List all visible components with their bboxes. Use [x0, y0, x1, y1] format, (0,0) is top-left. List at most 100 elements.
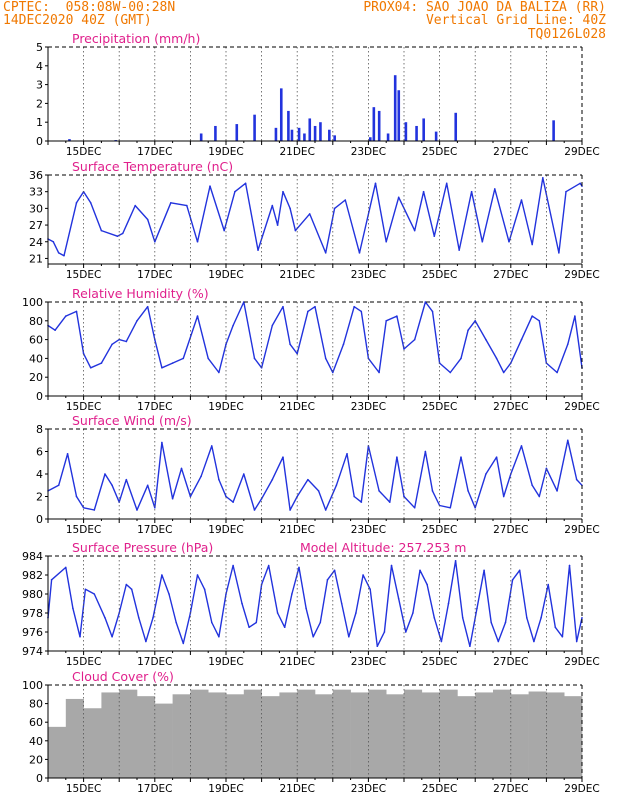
x-tick-label: 17DEC: [137, 401, 172, 413]
precip-bar: [454, 112, 458, 141]
x-tick-label: 25DEC: [422, 783, 457, 795]
data-point: [431, 310, 434, 313]
x-tick-label: 23DEC: [351, 269, 386, 281]
x-tick-label: 29DEC: [564, 524, 599, 536]
data-point: [168, 593, 170, 595]
cloud-bar: [243, 689, 262, 778]
data-point: [476, 607, 478, 610]
x-tick-label: 15DEC: [66, 269, 101, 281]
data-point: [340, 602, 343, 605]
data-point: [57, 252, 60, 254]
panel-title: Surface Wind (m/s): [72, 413, 192, 428]
data-point: [495, 456, 498, 458]
data-point: [333, 207, 336, 210]
data-point: [324, 509, 327, 511]
data-point: [538, 320, 541, 322]
data-point: [369, 588, 371, 591]
data-point: [121, 232, 124, 235]
y-tick-label: 100: [22, 679, 43, 692]
precip-bar: [253, 114, 256, 141]
x-tick-label: 29DEC: [564, 146, 599, 158]
data-point: [520, 445, 523, 447]
cloud-bar: [457, 696, 476, 778]
precip-bar: [68, 139, 71, 141]
cloud-bar: [172, 694, 191, 778]
precip-bar: [313, 125, 317, 141]
data-point: [566, 439, 569, 442]
y-tick-label: 0: [36, 390, 43, 403]
data-point: [360, 501, 363, 503]
data-point: [84, 588, 87, 591]
data-point: [282, 456, 284, 458]
panel-6: [45, 684, 583, 782]
data-point: [271, 204, 274, 207]
data-point: [485, 473, 487, 475]
header-line2-left: 14DEC2020 40Z (GMT): [3, 13, 152, 28]
data-point: [520, 338, 523, 341]
precip-bar: [319, 122, 322, 141]
data-point: [294, 229, 297, 232]
data-point: [111, 343, 113, 346]
y-tick-label: 40: [29, 352, 43, 365]
x-tick-label: 21DEC: [279, 146, 314, 158]
x-tick-label: 17DEC: [137, 146, 172, 158]
y-tick-label: 6: [36, 446, 43, 459]
y-tick-label: 36: [29, 169, 43, 182]
data-point: [154, 240, 156, 243]
data-point: [454, 559, 457, 562]
x-tick-label: 17DEC: [137, 656, 172, 668]
data-point: [210, 621, 213, 624]
data-point: [75, 495, 78, 498]
y-tick-label: 27: [29, 219, 43, 232]
panel-title: Relative Humidity (%): [72, 286, 209, 301]
data-point: [289, 509, 291, 511]
cloud-bar: [208, 692, 227, 778]
y-tick-label: 80: [29, 698, 43, 711]
data-point: [75, 202, 78, 204]
data-point: [333, 569, 336, 572]
cloud-bar: [439, 689, 458, 778]
data-point: [145, 640, 147, 643]
data-point: [196, 315, 199, 317]
y-tick-label: 60: [29, 716, 43, 729]
data-point: [554, 626, 557, 629]
header-line1-right: PROX04: SAO JOAO DA BALIZA (RR): [363, 0, 606, 15]
data-point: [125, 583, 128, 586]
data-point: [248, 626, 250, 629]
data-point: [344, 199, 347, 201]
cloud-bar: [564, 696, 583, 778]
data-point: [575, 640, 578, 643]
x-tick-label: 27DEC: [493, 146, 528, 158]
data-point: [203, 588, 206, 591]
precip-bar: [214, 125, 217, 141]
x-tick-label: 23DEC: [351, 783, 386, 795]
cloud-bar: [332, 689, 351, 778]
y-tick-label: 984: [22, 550, 43, 563]
data-point: [65, 315, 67, 317]
data-point: [324, 252, 327, 254]
data-point: [412, 612, 414, 614]
data-point: [358, 252, 361, 254]
data-point: [100, 229, 103, 232]
y-tick-label: 24: [29, 236, 43, 249]
data-point: [218, 371, 220, 374]
x-tick-label: 27DEC: [493, 269, 528, 281]
header-line1-left: CPTEC: 058:08W-00:28N: [3, 0, 176, 15]
data-point: [171, 497, 174, 500]
data-point: [196, 240, 199, 243]
data-point: [348, 635, 350, 638]
x-tick-label: 29DEC: [564, 783, 599, 795]
data-point: [72, 607, 74, 610]
data-point: [445, 182, 448, 185]
data-point: [497, 640, 500, 643]
data-point: [565, 190, 567, 193]
data-point: [89, 202, 92, 204]
data-point: [474, 506, 477, 509]
data-point: [495, 357, 498, 360]
cloud-bar: [510, 694, 529, 778]
data-point: [137, 616, 140, 619]
header-line3-right: TQ0126L028: [527, 27, 606, 42]
data-point: [170, 202, 172, 204]
data-point: [182, 642, 185, 645]
data-point: [267, 564, 270, 567]
